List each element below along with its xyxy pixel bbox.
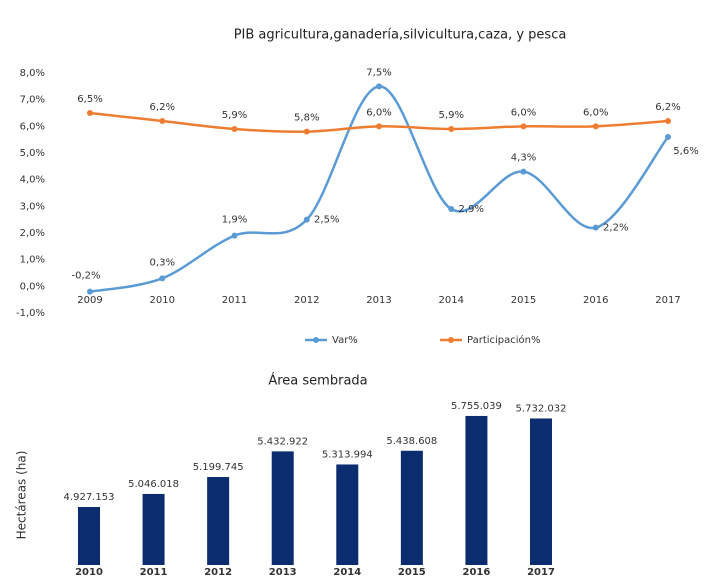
line-marker [592,123,599,130]
y-tick-label: 6,0% [20,121,45,132]
data-label: 5.732.032 [516,403,567,414]
y-tick-label: 7,0% [20,95,45,106]
y-tick-label: 5,0% [20,148,45,159]
bar [207,477,230,565]
data-label: 2,2% [603,223,628,234]
data-label: 7,5% [366,67,391,78]
data-label: 6,2% [655,102,680,113]
data-label: -0,2% [71,271,100,282]
x-tick-label: 2014 [439,295,464,306]
chart-title: Área sembrada [268,373,367,389]
line-marker [448,206,455,212]
x-tick-label: 2012 [294,295,319,306]
line-marker [376,83,382,90]
line-series [89,85,669,293]
line-marker [303,128,310,135]
legend-marker [313,337,319,343]
x-tick-label: 2017 [655,295,680,306]
line-marker [376,123,382,130]
y-tick-label: 8,0% [20,68,45,79]
data-label: 6,5% [77,94,102,105]
line-marker [520,168,527,175]
data-label: 2,9% [459,204,484,215]
data-label: 5,9% [439,110,464,121]
line-marker [87,110,93,116]
y-tick-label: 0,0% [20,281,45,292]
x-tick-label: 2014 [333,567,361,578]
data-label: 1,9% [222,215,247,226]
data-label: 6,0% [366,107,391,118]
data-label: 6,0% [511,107,536,118]
bar [400,450,423,565]
chart-title: PIB agricultura,ganadería,silvicultura,c… [234,28,567,43]
line-marker [448,126,455,132]
data-label: 5,6% [673,146,698,157]
bar [271,451,294,565]
bar [530,418,552,565]
bar [336,464,359,565]
x-tick-label: 2017 [527,567,555,578]
x-tick-label: 2012 [204,567,232,578]
data-label: 5,9% [222,110,247,121]
data-label: 0,3% [150,257,175,268]
line-marker [159,275,166,282]
x-tick-label: 2016 [583,295,608,306]
data-label: 5.046.018 [128,479,179,490]
legend-marker [448,337,454,343]
line-marker [159,118,166,124]
y-axis-label: Hectáreas (ha) [15,451,29,540]
data-label: 4.927.153 [64,492,115,503]
line-marker [520,123,527,130]
x-tick-label: 2011 [222,295,247,306]
y-tick-label: 3,0% [20,201,45,212]
x-tick-label: 2009 [77,295,102,306]
legend-label: Participación% [467,334,541,346]
x-tick-label: 2010 [75,567,103,578]
data-label: 5.199.745 [193,462,244,473]
x-tick-label: 2013 [366,295,391,306]
line-marker [303,216,310,223]
line-marker [231,126,238,132]
x-tick-label: 2015 [398,567,426,578]
bar [78,507,100,565]
data-label: 5.313.994 [322,449,373,460]
x-tick-label: 2013 [269,567,297,578]
x-tick-label: 2016 [463,567,491,578]
x-tick-label: 2015 [511,295,536,306]
line-marker [592,224,599,231]
y-tick-label: 4,0% [20,175,45,186]
data-label: 6,0% [583,107,608,118]
y-tick-label: 2,0% [20,228,45,239]
line-marker [231,232,238,239]
line-marker [87,288,93,295]
data-label: 4,3% [511,153,536,164]
data-label: 5.755.039 [451,401,502,412]
data-label: 6,2% [150,102,175,113]
x-tick-label: 2011 [140,567,168,578]
y-tick-label: 1,0% [20,255,45,266]
bar [142,493,165,565]
data-label: 5.438.608 [386,436,437,447]
y-tick-label: -1,0% [16,308,45,319]
data-label: 2,5% [314,215,339,226]
data-label: 5,8% [294,113,319,124]
line-marker [665,118,671,124]
bar [465,415,488,565]
x-tick-label: 2010 [150,295,175,306]
legend-label: Var% [332,335,358,346]
data-label: 5.432.922 [257,436,308,447]
line-marker [665,134,671,140]
